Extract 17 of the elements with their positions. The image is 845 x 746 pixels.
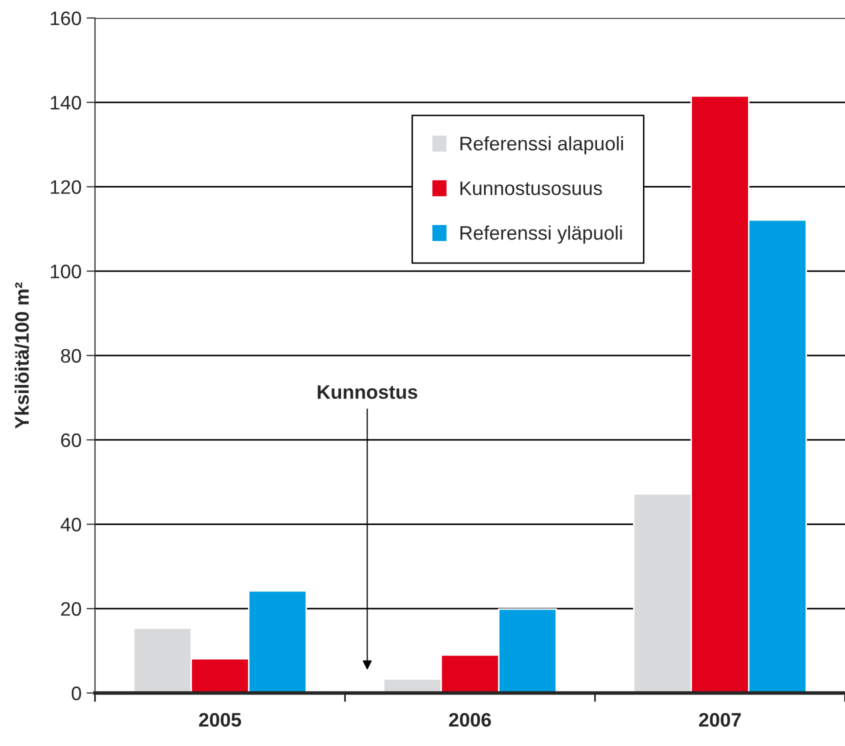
annotation: Kunnostus bbox=[318, 385, 418, 399]
legend-label: Kunnostusosuus bbox=[460, 182, 602, 196]
x-tick-label: 2006 bbox=[449, 712, 491, 727]
x-tick-label: 2005 bbox=[199, 712, 242, 727]
y-tick-label: 140 bbox=[50, 96, 82, 110]
y-axis-title: Yksilöitä/100 m² bbox=[14, 282, 30, 429]
legend-label: Referenssi yläpuoli bbox=[460, 226, 622, 244]
legend-label: Referenssi alapuoli bbox=[460, 136, 623, 154]
y-tick-label: 120 bbox=[50, 180, 82, 194]
y-tick-label: 40 bbox=[60, 518, 82, 532]
y-tick-label: 100 bbox=[50, 264, 82, 278]
y-tick-label: 0 bbox=[72, 686, 82, 700]
x-tick-label: 2007 bbox=[699, 712, 741, 727]
y-tick-label: 20 bbox=[61, 602, 82, 616]
y-tick-label: 80 bbox=[61, 348, 82, 363]
y-tick-label: 160 bbox=[50, 11, 82, 26]
y-tick-label: 60 bbox=[61, 433, 82, 448]
